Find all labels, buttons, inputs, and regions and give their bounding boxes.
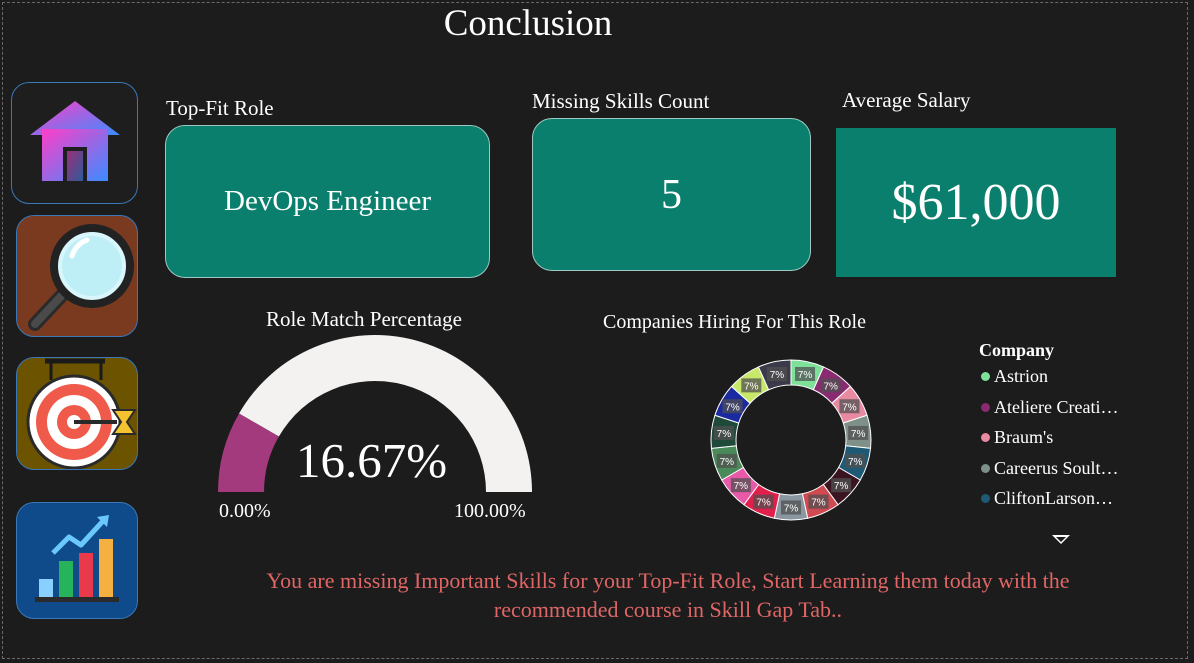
donut-slice-label-bg — [753, 494, 774, 509]
legend-item[interactable]: Careerus Soult… — [981, 458, 1118, 479]
top-fit-role-label: Top-Fit Role — [166, 96, 274, 120]
nav-target-button[interactable] — [16, 357, 138, 470]
bar-chart-icon — [35, 515, 119, 602]
donut-slice-label-bg — [820, 378, 841, 393]
donut-slice-label-bg — [795, 366, 816, 381]
donut-slice-label-bg — [781, 500, 801, 515]
gauge-fill — [218, 413, 279, 492]
top-fit-role-card: DevOps Engineer — [165, 125, 490, 278]
legend-item[interactable]: Ateliere Creati… — [981, 397, 1118, 418]
donut-slice-label-bg — [722, 399, 743, 414]
donut-slice-label-bg — [741, 378, 762, 393]
donut-slice-label: 7% — [734, 481, 749, 492]
gauge-track — [239, 335, 532, 492]
legend-item-label: Astrion — [994, 366, 1048, 386]
nav-search-button[interactable] — [16, 215, 138, 337]
donut-slice-label: 7% — [842, 402, 857, 413]
message-line-2: recommended course in Skill Gap Tab.. — [493, 597, 843, 622]
donut-slice-label: 7% — [770, 370, 785, 381]
legend-item-label: Ateliere Creati… — [994, 396, 1119, 417]
donut-slice-label-bg — [808, 494, 829, 509]
legend-item-label: Careerus Soult… — [994, 457, 1119, 478]
donut-slice-label-bg — [713, 425, 734, 440]
legend-item-label: CliftonLarson… — [994, 488, 1113, 508]
donut-title: Companies Hiring For This Role — [603, 311, 866, 333]
donut-slice-label: 7% — [823, 381, 838, 392]
skill-gap-message: You are missing Important Skills for you… — [200, 566, 1136, 624]
gauge-min-label: 0.00% — [219, 500, 271, 522]
donut-slice-label-bg — [730, 478, 751, 493]
donut-slice-label: 7% — [848, 457, 863, 468]
donut-slice-label: 7% — [744, 381, 759, 392]
gauge-title: Role Match Percentage — [266, 307, 462, 331]
house-icon — [30, 101, 120, 181]
missing-skills-card: 5 — [532, 118, 811, 271]
donut-slice-label-bg — [766, 366, 787, 381]
donut-slice-label: 7% — [756, 498, 771, 509]
gauge-value: 16.67% — [296, 433, 448, 488]
donut-slice-label-bg — [848, 425, 869, 440]
top-fit-role-value: DevOps Engineer — [224, 185, 431, 217]
donut-slice-label: 7% — [725, 402, 740, 413]
average-salary-label: Average Salary — [842, 88, 971, 112]
donut-slice-label: 7% — [851, 429, 866, 440]
donut-slice-label: 7% — [717, 429, 732, 440]
magnifying-glass-icon — [28, 224, 134, 331]
donut-slice-label-bg — [845, 453, 866, 468]
legend-item[interactable]: Braum's — [981, 427, 1053, 448]
donut-slice-label-bg — [839, 399, 860, 414]
donut-slice-label-bg — [831, 478, 852, 493]
legend-item[interactable]: Astrion — [981, 366, 1048, 387]
legend-dot-icon — [981, 463, 990, 473]
donut-slice-label-bg — [716, 453, 737, 468]
missing-skills-value: 5 — [661, 171, 682, 218]
donut-slice-label: 7% — [798, 370, 813, 381]
nav-home-button[interactable] — [11, 82, 138, 204]
message-line-1: You are missing Important Skills for you… — [266, 568, 1070, 593]
donut-slice-label: 7% — [784, 504, 799, 515]
legend-dot-icon — [981, 372, 990, 381]
legend-scroll-down-icon[interactable] — [1052, 535, 1070, 544]
legend-dot-icon — [981, 402, 990, 412]
legend-dot-icon — [981, 433, 990, 442]
legend-item-label: Braum's — [994, 427, 1054, 447]
donut-slice-label: 7% — [834, 481, 849, 492]
legend-title: Company — [979, 340, 1055, 360]
nav-chart-button[interactable] — [16, 502, 138, 619]
donut-slice-label: 7% — [811, 498, 826, 509]
target-icon — [26, 358, 137, 469]
missing-skills-label: Missing Skills Count — [532, 89, 710, 113]
average-salary-card: $61,000 — [836, 128, 1116, 277]
page-title: Conclusion — [443, 3, 613, 44]
legend-dot-icon — [981, 494, 990, 503]
gauge-max-label: 100.00% — [454, 500, 526, 522]
average-salary-value: $61,000 — [891, 174, 1061, 231]
legend-item[interactable]: CliftonLarson… — [981, 488, 1113, 509]
donut-slice-label: 7% — [720, 457, 735, 468]
